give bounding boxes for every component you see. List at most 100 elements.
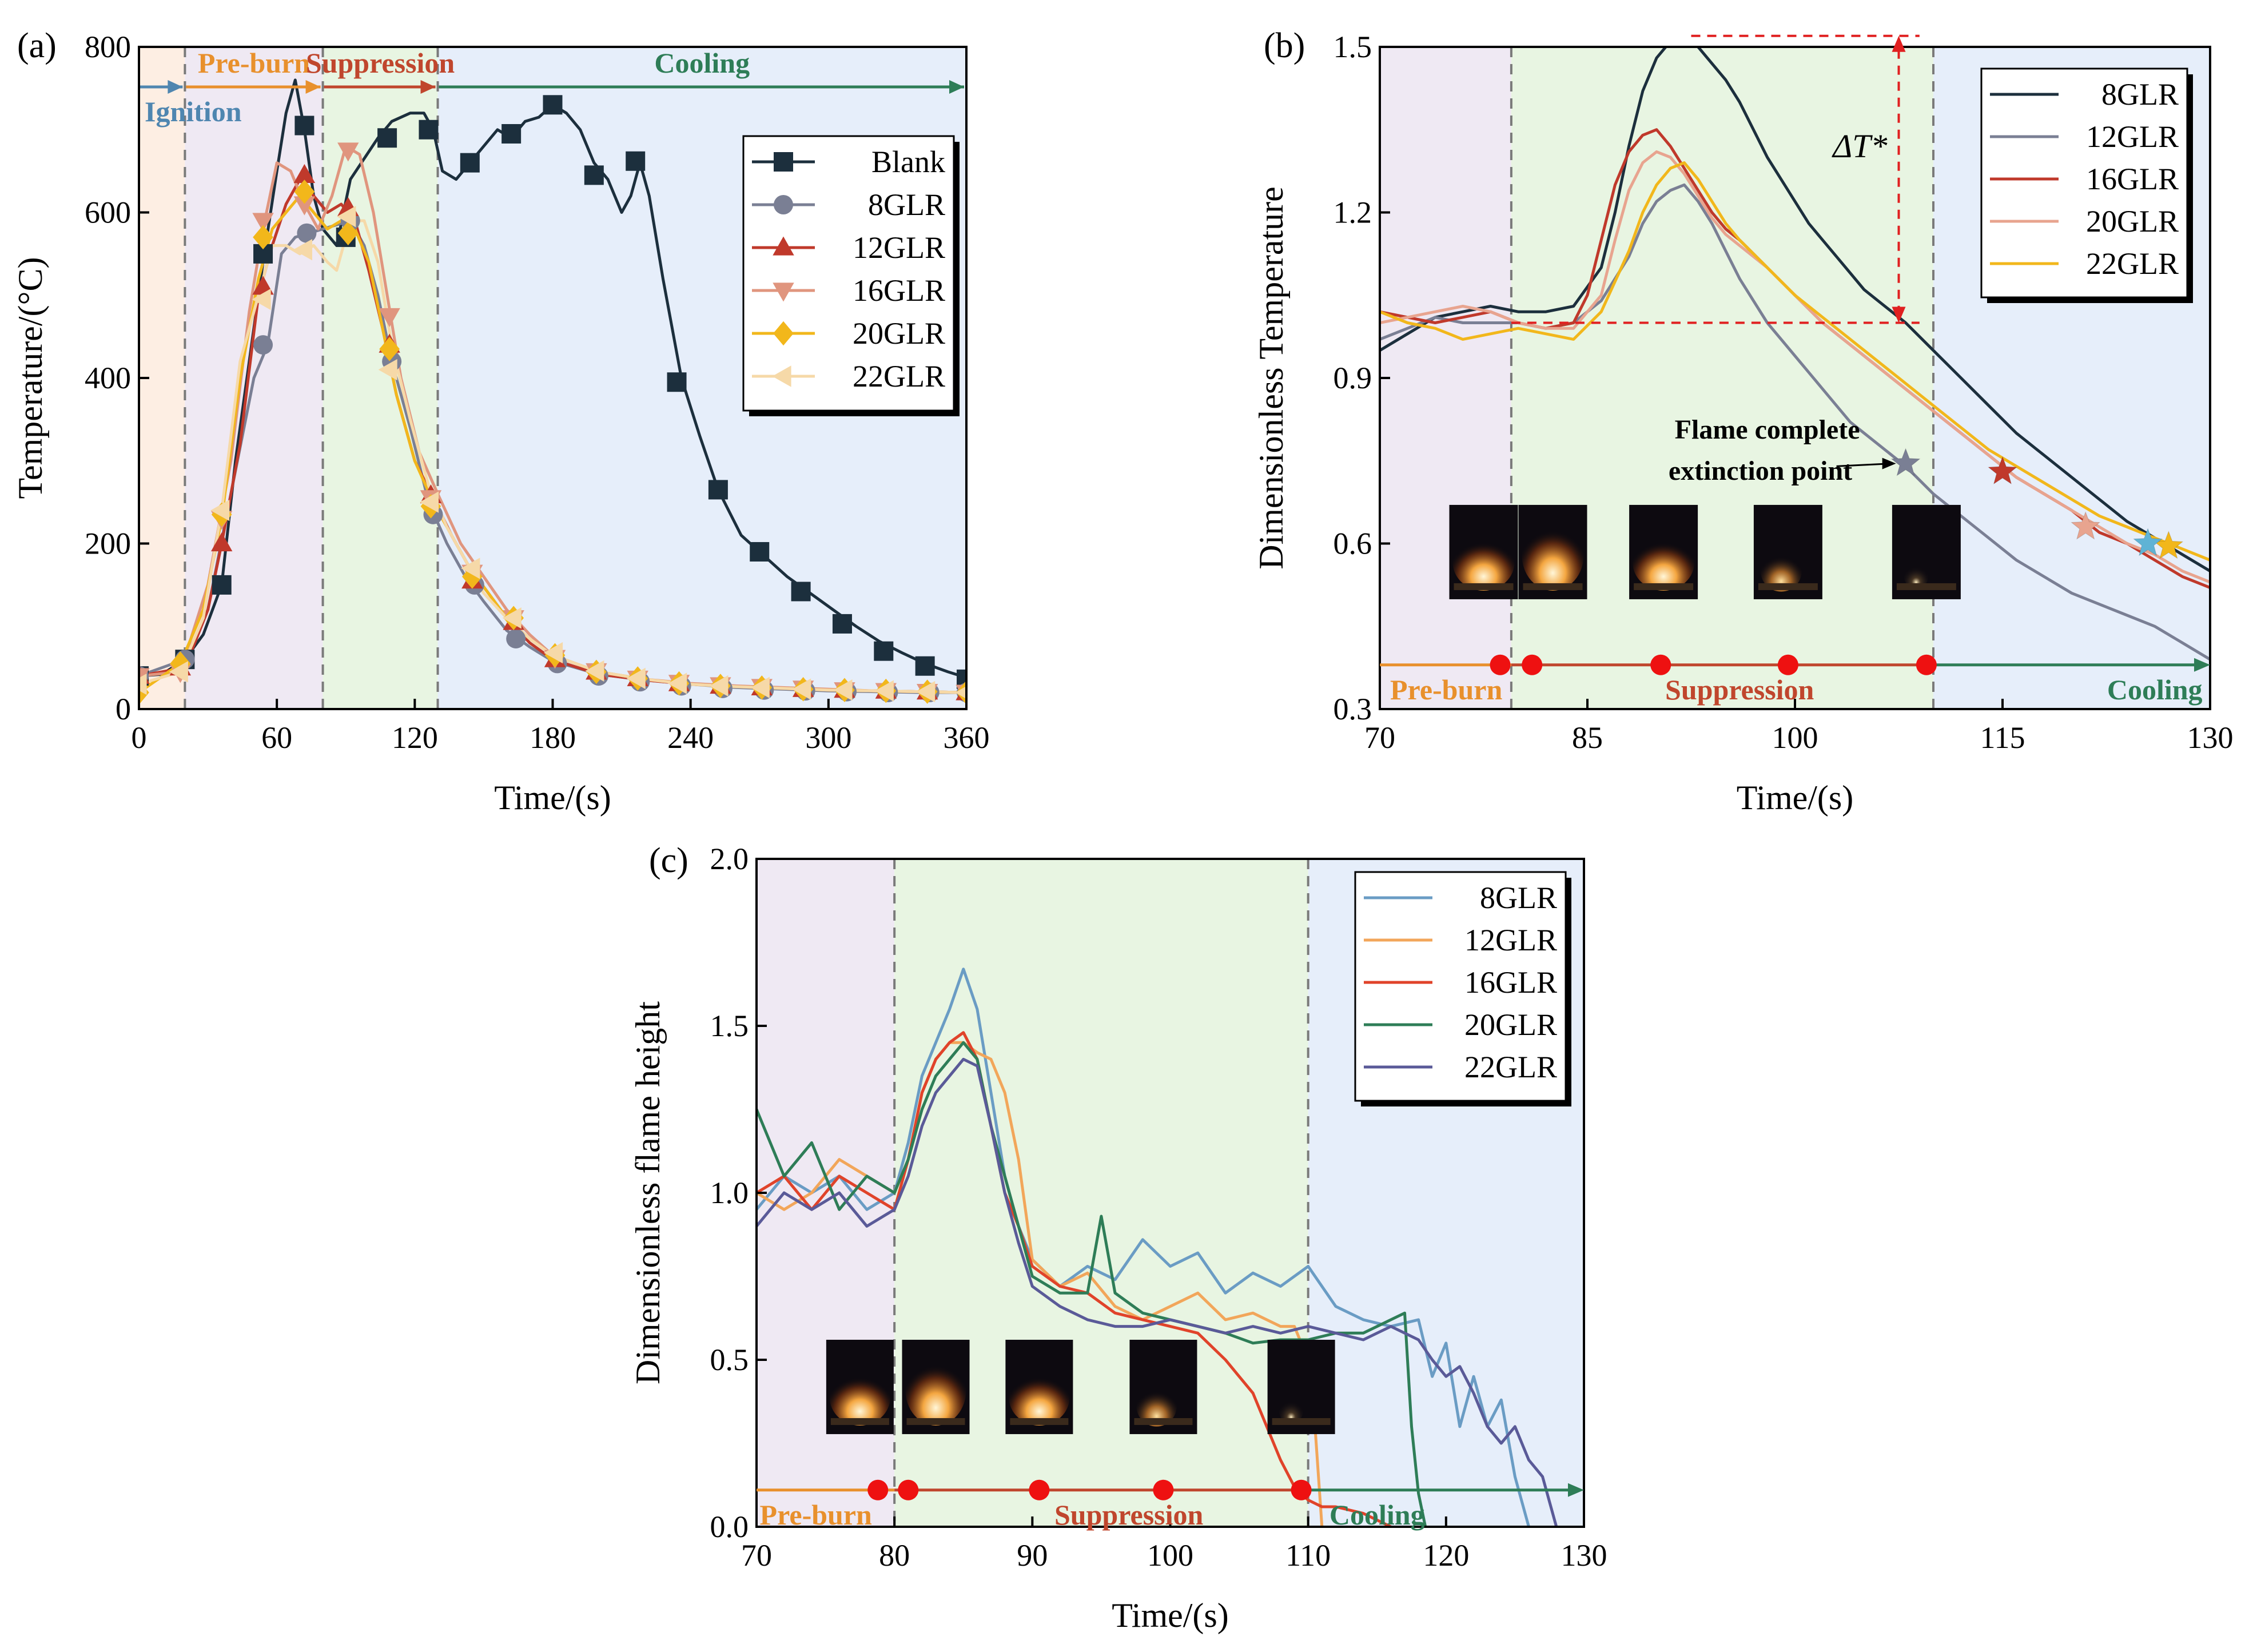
panel-c-timeline-label-suppression: Suppression: [1054, 1499, 1204, 1531]
marker-a-16GLR-3: [252, 213, 274, 232]
legend-a-marker-12GLR: [773, 236, 794, 256]
marker-a-22GLR-13: [668, 672, 687, 694]
panel-b-flame-image-3-base: [1758, 583, 1818, 590]
panel-a-ytick-label-1: 200: [85, 527, 131, 561]
panel-b-extinction-star-20GLR: [2071, 511, 2101, 540]
panel-b-flame-image-0-flame: [1452, 534, 1515, 591]
marker-a-20GLR-3: [253, 225, 273, 250]
marker-a-22GLR-5: [337, 206, 356, 228]
panel-b-ylabel: Dimensionless Temperature: [1252, 186, 1290, 570]
legend-c-label-20GLR: 20GLR: [1464, 1008, 1557, 1042]
panel-c-flame-image-1-base: [906, 1418, 965, 1425]
legend-a-label-12GLR: 12GLR: [853, 230, 945, 265]
panel-b-ytick-label-3: 1.2: [1333, 196, 1372, 230]
legend-a-label-22GLR: 22GLR: [853, 359, 945, 393]
panel-b-extinction-star-12GLR: [1890, 448, 1921, 476]
panel-a-phase-label-1: Pre-burn: [198, 47, 310, 79]
legend-a-label-Blank: Blank: [871, 145, 945, 179]
legend-c-label-8GLR: 8GLR: [1480, 881, 1557, 915]
panel-c-event-dot-1: [898, 1479, 919, 1500]
panel-c-xtick-label-0: 70: [741, 1538, 772, 1573]
panel-b-xtick-label-0: 70: [1364, 720, 1395, 755]
legend-b-label-22GLR: 22GLR: [2086, 246, 2179, 281]
panel-b-flame-image-2-base: [1634, 583, 1694, 590]
panel-c-ylabel: Dimensionless flame height: [629, 1001, 667, 1384]
panel-c-ytick-label-1: 0.5: [710, 1343, 749, 1377]
panel-c-xlabel: Time/(s): [1112, 1597, 1229, 1634]
panel-b-delta-arrowhead-top: [1892, 35, 1906, 52]
series-line-c-8GLR: [757, 968, 1530, 1527]
marker-a-22GLR-4: [293, 238, 312, 261]
marker-a-Blank-18: [874, 641, 894, 661]
marker-a-8GLR-3: [297, 223, 317, 243]
panel-b-event-dot-2: [1650, 654, 1671, 675]
panel-a-ytick-label-3: 600: [85, 196, 131, 230]
panel-c-timeline-arrowhead: [1568, 1483, 1584, 1497]
panel-b-extinction-pointer-head: [1882, 457, 1896, 469]
marker-a-22GLR-6: [378, 359, 397, 381]
panel-b-flame-image-4-base: [1896, 583, 1956, 590]
panel-a-xtick-label-4: 240: [667, 720, 714, 755]
marker-a-Blank-7: [419, 120, 439, 140]
panel-c-plot-area: [757, 968, 1558, 1527]
panel-c-ytick-label-2: 1.0: [710, 1176, 749, 1210]
marker-a-20GLR-5: [337, 221, 359, 245]
legend-b-label-8GLR: 8GLR: [2101, 77, 2179, 112]
panel-b-xtick-label-1: 85: [1572, 720, 1603, 755]
marker-a-22GLR-1: [169, 661, 188, 683]
legend-c-label-22GLR: 22GLR: [1464, 1050, 1557, 1084]
marker-a-Blank-9: [501, 124, 522, 144]
panel-c-xtick-label-2: 90: [1017, 1538, 1048, 1573]
marker-a-22GLR-14: [709, 675, 729, 697]
legend-a-marker-22GLR: [772, 365, 791, 387]
panel-a-ylabel: Temperature/(°C): [11, 257, 49, 499]
panel-a-phase-label-0: Ignition: [145, 95, 242, 128]
series-line-c-22GLR: [757, 1057, 1558, 1527]
panel-b-extinction-label-1: Flame complete: [1675, 415, 1860, 445]
panel-b-event-dot-4: [1916, 654, 1937, 675]
panel-b-event-dot-3: [1777, 654, 1798, 675]
panel-b-timeline-label-preburn: Pre-burn: [1390, 674, 1502, 706]
panel-c-xtick-label-4: 110: [1285, 1538, 1331, 1573]
marker-a-12GLR-3: [252, 276, 274, 295]
legend-a-marker-Blank: [774, 152, 793, 172]
marker-a-Blank-8: [460, 153, 480, 173]
panel-c-event-dot-0: [867, 1479, 889, 1500]
panel-c-xtick-label-6: 130: [1561, 1538, 1607, 1573]
panel-a-xtick-label-6: 360: [944, 720, 990, 755]
panel-c-flame-image-2: [1005, 1339, 1073, 1434]
panel-b-ytick-label-0: 0.3: [1333, 692, 1372, 726]
panel-b-extinction-star-16GLR: [1987, 456, 2018, 485]
marker-a-22GLR-3: [252, 288, 271, 311]
marker-a-22GLR-17: [833, 679, 853, 701]
marker-a-22GLR-15: [750, 676, 770, 699]
marker-a-Blank-15: [750, 542, 770, 562]
panel-c-xtick-label-1: 80: [879, 1538, 910, 1573]
panel-a-ytick-label-0: 0: [116, 692, 131, 726]
panel-b-label: (b): [1264, 26, 1305, 65]
panel-a-plot-area: [139, 78, 966, 705]
panel-a-xtick-label-5: 300: [805, 720, 851, 755]
panel-c-flame-image-2-base: [1010, 1418, 1069, 1425]
legend-b-label-16GLR: 16GLR: [2086, 162, 2179, 196]
panel-b-ytick-label-4: 1.5: [1333, 30, 1372, 64]
legend-b-label-12GLR: 12GLR: [2086, 120, 2179, 154]
panel-b-legend-box: [1980, 67, 2188, 298]
panel-c-flame-image-0-flame: [829, 1368, 890, 1426]
panel-b-flame-image-1: [1518, 504, 1587, 599]
panel-b-flame-image-1-base: [1523, 583, 1583, 590]
panel-b-flame-image-0-base: [1454, 583, 1514, 590]
legend-c-label-12GLR: 12GLR: [1464, 923, 1557, 957]
panel-c-event-dot-3: [1153, 1479, 1174, 1500]
panel-c-ytick-label-4: 2.0: [710, 842, 749, 876]
panel-b-flame-image-2-flame: [1633, 534, 1695, 591]
panel-b-flame-image-2: [1629, 504, 1698, 599]
series-line-b-8GLR: [1380, 47, 2210, 572]
legend-a-label-20GLR: 20GLR: [853, 316, 945, 351]
marker-a-Blank-6: [377, 128, 397, 148]
panel-c-flame-image-0-base: [830, 1418, 889, 1425]
panel-b-flame-image-4-flame: [1904, 562, 1929, 589]
panel-c-event-dot-2: [1029, 1479, 1050, 1500]
series-line-b-20GLR: [1380, 150, 2210, 584]
